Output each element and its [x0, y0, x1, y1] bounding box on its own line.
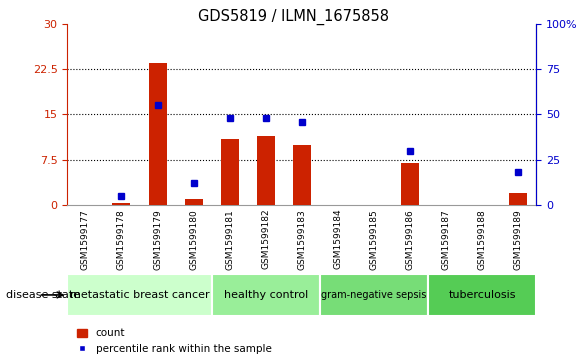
Bar: [509, 193, 527, 205]
Text: GSM1599185: GSM1599185: [369, 209, 379, 269]
Text: GSM1599181: GSM1599181: [225, 209, 234, 269]
Text: GSM1599183: GSM1599183: [297, 209, 306, 269]
Bar: [221, 139, 239, 205]
Bar: [148, 63, 166, 205]
Bar: [320, 274, 428, 316]
Bar: [401, 163, 419, 205]
Legend: count, percentile rank within the sample: count, percentile rank within the sample: [73, 324, 275, 358]
Text: GSM1599177: GSM1599177: [81, 209, 90, 269]
Bar: [185, 199, 203, 205]
Text: GDS5819 / ILMN_1675858: GDS5819 / ILMN_1675858: [197, 9, 389, 25]
Text: GSM1599179: GSM1599179: [153, 209, 162, 269]
Bar: [67, 274, 212, 316]
Bar: [212, 274, 320, 316]
Text: metastatic breast cancer: metastatic breast cancer: [70, 290, 209, 300]
Text: GSM1599186: GSM1599186: [406, 209, 414, 269]
Text: healthy control: healthy control: [224, 290, 308, 300]
Text: GSM1599189: GSM1599189: [514, 209, 523, 269]
Text: GSM1599188: GSM1599188: [478, 209, 486, 269]
Text: GSM1599184: GSM1599184: [333, 209, 342, 269]
Text: tuberculosis: tuberculosis: [448, 290, 516, 300]
Bar: [428, 274, 536, 316]
Text: gram-negative sepsis: gram-negative sepsis: [321, 290, 427, 300]
Text: GSM1599187: GSM1599187: [441, 209, 451, 269]
Bar: [293, 144, 311, 205]
Text: disease state: disease state: [6, 290, 80, 300]
Text: GSM1599178: GSM1599178: [117, 209, 126, 269]
Bar: [113, 203, 131, 205]
Text: GSM1599182: GSM1599182: [261, 209, 270, 269]
Bar: [257, 135, 275, 205]
Text: GSM1599180: GSM1599180: [189, 209, 198, 269]
